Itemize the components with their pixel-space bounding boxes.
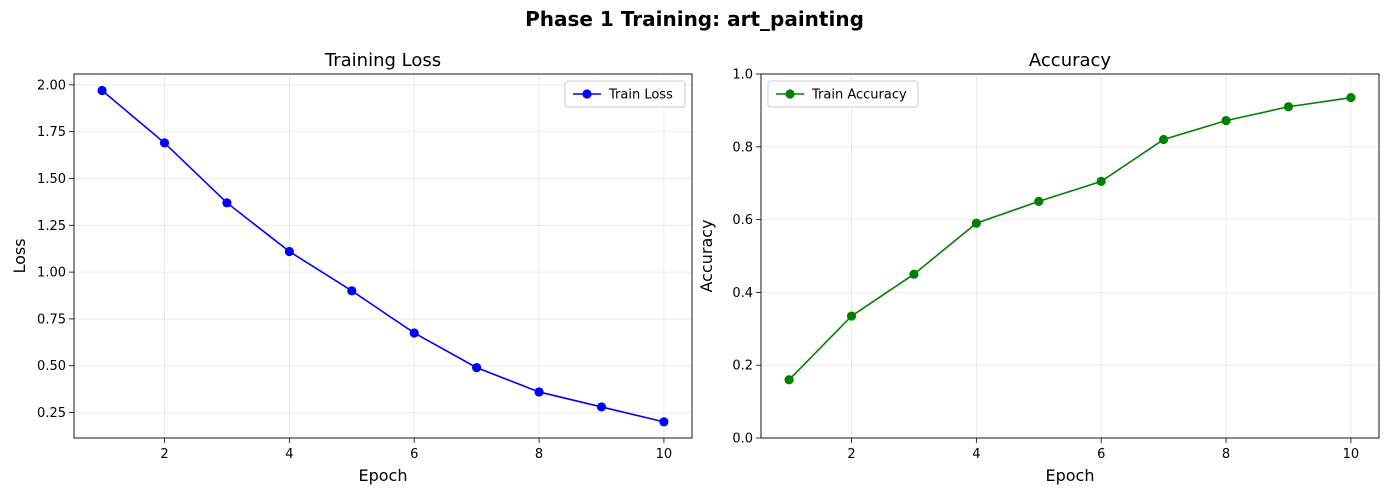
data-point <box>1221 115 1231 126</box>
loss-chart: 2 4 6 8 10 0.25 0.50 0.75 1.00 1.25 1.50 1.75 2.00 Tr… <box>10 50 693 485</box>
x-tick-label: 10 <box>656 447 673 462</box>
data-point <box>1159 134 1169 145</box>
x-axis-label: Epoch <box>359 466 408 485</box>
legend: Train Loss <box>564 80 686 108</box>
data-point <box>1096 176 1106 186</box>
data-point <box>409 328 419 338</box>
axes-frame <box>73 73 693 439</box>
accuracy-chart: 2 4 6 8 10 0.0 0.2 0.4 0.6 0.8 1.0 Accuracy Epoch Acc… <box>697 50 1380 485</box>
data-point <box>784 375 794 385</box>
x-tick-label: 4 <box>285 447 293 462</box>
data-point <box>347 286 357 296</box>
chart-title: Training Loss <box>324 50 441 71</box>
legend-box <box>564 80 686 108</box>
y-tick-label: 0.25 <box>37 406 66 421</box>
y-tick-label: 1.25 <box>37 219 66 234</box>
y-tick-label: 0.6 <box>732 213 753 228</box>
y-tick-label: 2.00 <box>37 78 66 93</box>
data-point <box>659 417 669 427</box>
data-point <box>1283 102 1294 112</box>
x-tick-label: 8 <box>535 447 543 462</box>
legend-box <box>767 80 919 108</box>
y-tick-label: 1.50 <box>37 172 66 187</box>
legend: Train Accuracy <box>767 80 919 108</box>
x-tick-label: 6 <box>1097 447 1105 462</box>
legend-marker <box>785 89 795 99</box>
x-axis-label: Epoch <box>1046 466 1095 485</box>
figure-title: Phase 1 Training: art_painting <box>525 7 864 31</box>
y-tick-label: 1.0 <box>732 68 753 83</box>
y-tick-label: 1.75 <box>37 125 66 140</box>
data-point <box>97 85 107 96</box>
data-point <box>909 269 919 279</box>
series-line <box>101 89 665 423</box>
y-tick-label: 0.2 <box>732 359 753 374</box>
data-point <box>472 362 482 373</box>
y-tick-label: 0.50 <box>37 359 66 374</box>
y-tick-label: 0.0 <box>732 432 753 447</box>
data-point <box>1034 196 1044 206</box>
x-tick-label: 4 <box>972 447 980 462</box>
x-tick-label: 6 <box>410 447 418 462</box>
x-tick-label: 8 <box>1222 447 1230 462</box>
y-axis-label: Accuracy <box>697 219 716 292</box>
data-point <box>222 198 232 208</box>
x-tick-label: 2 <box>847 447 855 462</box>
x-tick-label: 10 <box>1343 447 1360 462</box>
data-point <box>1346 93 1356 103</box>
legend-label: Train Loss <box>608 88 673 103</box>
series-line <box>788 96 1352 381</box>
data-point <box>846 311 857 321</box>
x-tick-label: 2 <box>160 447 168 462</box>
y-tick-label: 1.00 <box>37 266 66 281</box>
data-point <box>534 387 544 397</box>
data-point <box>159 138 170 148</box>
legend-label: Train Accuracy <box>811 88 907 103</box>
y-tick-label: 0.75 <box>37 312 66 327</box>
axes-frame <box>760 73 1380 439</box>
legend-marker <box>582 89 592 99</box>
data-point <box>284 246 294 257</box>
y-axis-label: Loss <box>10 238 29 273</box>
y-tick-label: 0.8 <box>732 140 753 155</box>
y-tick-label: 0.4 <box>732 286 753 301</box>
chart-title: Accuracy <box>1029 50 1112 71</box>
data-point <box>971 218 981 228</box>
data-point <box>596 402 607 412</box>
